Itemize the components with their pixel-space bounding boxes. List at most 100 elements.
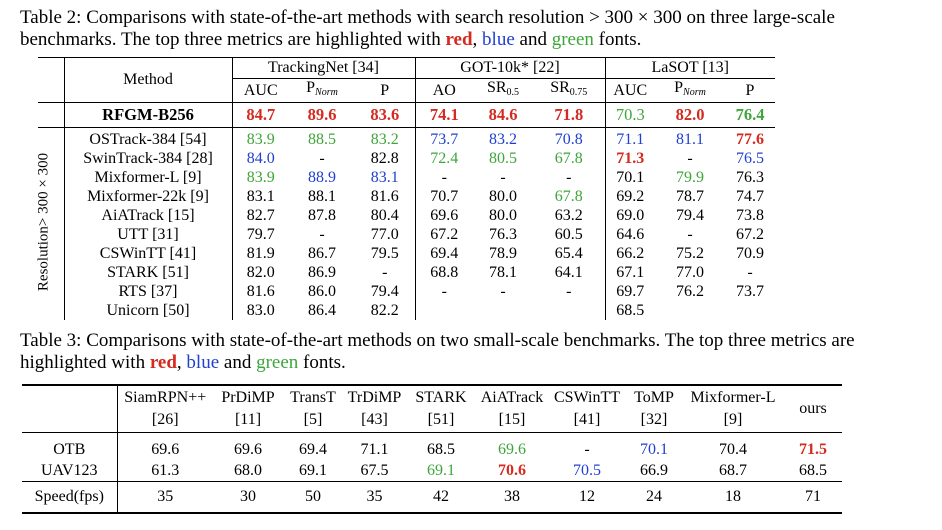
cell: 83.2 <box>489 131 517 148</box>
metric-pnorm: PNorm <box>306 79 338 98</box>
cell: 77.0 <box>676 264 704 281</box>
cell: 71.1 <box>604 127 655 149</box>
cell: 77.6 <box>736 131 764 148</box>
trackingnet-header: TrackingNet [34] <box>231 57 415 79</box>
metric-p: P <box>380 81 390 99</box>
method-header: STARK [51] <box>415 389 467 428</box>
table-row: OSTrack-384 [54] 83.9 88.5 83.2 73.7 83.… <box>38 127 775 149</box>
cell: 77.0 <box>370 226 399 243</box>
table-row: Mixformer-L [9] 83.9 88.9 83.1 - - - 70.… <box>38 168 775 187</box>
cell: 64.1 <box>554 264 583 281</box>
cell: 69.4 <box>414 244 473 263</box>
cell: 42 <box>433 488 449 505</box>
cell: 83.0 <box>231 301 289 320</box>
cell <box>473 301 533 320</box>
cell: 83.1 <box>370 169 399 186</box>
cell: 66.9 <box>640 462 668 479</box>
cell: 84.7 <box>231 102 289 128</box>
metric-p: P <box>745 81 755 99</box>
cell: 61.3 <box>116 460 213 482</box>
cell: 72.4 <box>414 149 473 168</box>
cell: 60.5 <box>554 226 583 243</box>
cell: 69.4 <box>299 441 327 458</box>
cell: 68.5 <box>604 301 655 320</box>
metric-sr075: SR0.75 <box>550 79 588 98</box>
cell: 80.0 <box>489 188 517 205</box>
cell: 81.1 <box>676 131 704 148</box>
cell <box>725 301 775 320</box>
cell: 70.5 <box>573 462 601 479</box>
method-name: AiATrack [15] <box>63 206 232 225</box>
cell: 66.2 <box>604 244 655 263</box>
cell: 67.1 <box>604 263 655 282</box>
method-name: Mixformer-22k [9] <box>63 187 232 206</box>
cell: 70.4 <box>719 441 747 458</box>
table3-caption: Table 3: Comparisons with state-of-the-a… <box>20 330 855 373</box>
cell: 83.1 <box>231 187 289 206</box>
cell: 79.9 <box>676 169 704 186</box>
cell: 82.8 <box>370 150 399 167</box>
row-label: OTB <box>53 441 86 458</box>
got10k-header: GOT-10k* [22] <box>414 57 605 79</box>
table-row-otb: OTB 69.6 69.6 69.4 71.1 68.5 69.6 - 70.1… <box>22 439 842 460</box>
method-header: SiamRPN++ [26] <box>116 385 213 433</box>
cell: 70.1 <box>604 168 655 187</box>
cell: 71.1 <box>360 441 389 458</box>
cell: 70.7 <box>414 187 473 206</box>
cell: 79.5 <box>370 245 399 262</box>
cell: 63.2 <box>554 207 583 224</box>
cell: 73.7 <box>414 127 473 149</box>
cell: 38 <box>504 488 520 505</box>
table-row: AiATrack [15] 82.7 87.8 80.4 69.6 80.0 6… <box>38 206 775 225</box>
cell: 67.5 <box>360 462 389 479</box>
cell: 67.8 <box>554 188 583 205</box>
cell: 69.6 <box>116 439 213 460</box>
table-row: Mixformer-22k [9] 83.1 88.1 81.6 70.7 80… <box>38 187 775 206</box>
cell: 80.5 <box>489 150 517 167</box>
row-label: UAV123 <box>40 462 98 479</box>
metric-sr05: SR0.5 <box>486 79 520 98</box>
cell: 89.6 <box>307 105 337 124</box>
lasot-header: LaSOT [13] <box>604 57 775 79</box>
cell: 68.5 <box>799 462 827 479</box>
cell: 69.0 <box>604 206 655 225</box>
cell: - <box>500 283 506 300</box>
cell: 69.6 <box>498 441 526 458</box>
method-name: RFGM-B256 <box>63 102 232 128</box>
metric-ao: AO <box>414 78 473 103</box>
cell <box>655 301 725 320</box>
cell: - <box>414 282 473 301</box>
cell: 81.9 <box>231 244 289 263</box>
cell: 69.6 <box>234 441 262 458</box>
method-name: Unicorn [50] <box>63 301 232 320</box>
cell: 69.1 <box>427 462 455 479</box>
cell: 86.7 <box>308 245 336 262</box>
cell: 81.6 <box>231 282 289 301</box>
cell: 75.2 <box>676 245 704 262</box>
cell: 83.2 <box>370 131 399 148</box>
metric-auc: AUC <box>231 78 289 103</box>
cell: 79.7 <box>231 225 289 244</box>
cell: 84.0 <box>231 149 289 168</box>
cell: - <box>319 150 325 167</box>
cell: 88.1 <box>308 188 336 205</box>
cell <box>533 301 605 320</box>
cell: 68.8 <box>414 263 473 282</box>
cell: 74.1 <box>414 102 473 128</box>
cell: 82.0 <box>675 105 705 124</box>
cell: 80.4 <box>370 207 399 224</box>
cell: 76.4 <box>735 105 765 124</box>
method-header: Mixformer-L [9] <box>690 389 776 428</box>
cell: 35 <box>366 488 383 505</box>
method-name: CSWinTT [41] <box>63 244 232 263</box>
table-row-rfgm: RFGM-B256 84.7 89.6 83.6 74.1 84.6 71.8 … <box>38 102 775 128</box>
table2: Method TrackingNet [34] GOT-10k* [22] La… <box>38 57 775 320</box>
cell: - <box>687 226 693 243</box>
cell: 83.9 <box>231 127 289 149</box>
cell: 12 <box>579 488 595 505</box>
table-row: RTS [37] 81.6 86.0 79.4 - - - 69.7 76.2 … <box>38 282 775 301</box>
cell: - <box>319 226 325 243</box>
cell: - <box>747 264 753 281</box>
method-header: PrDiMP [11] <box>221 389 275 428</box>
cell: 76.3 <box>489 226 517 243</box>
